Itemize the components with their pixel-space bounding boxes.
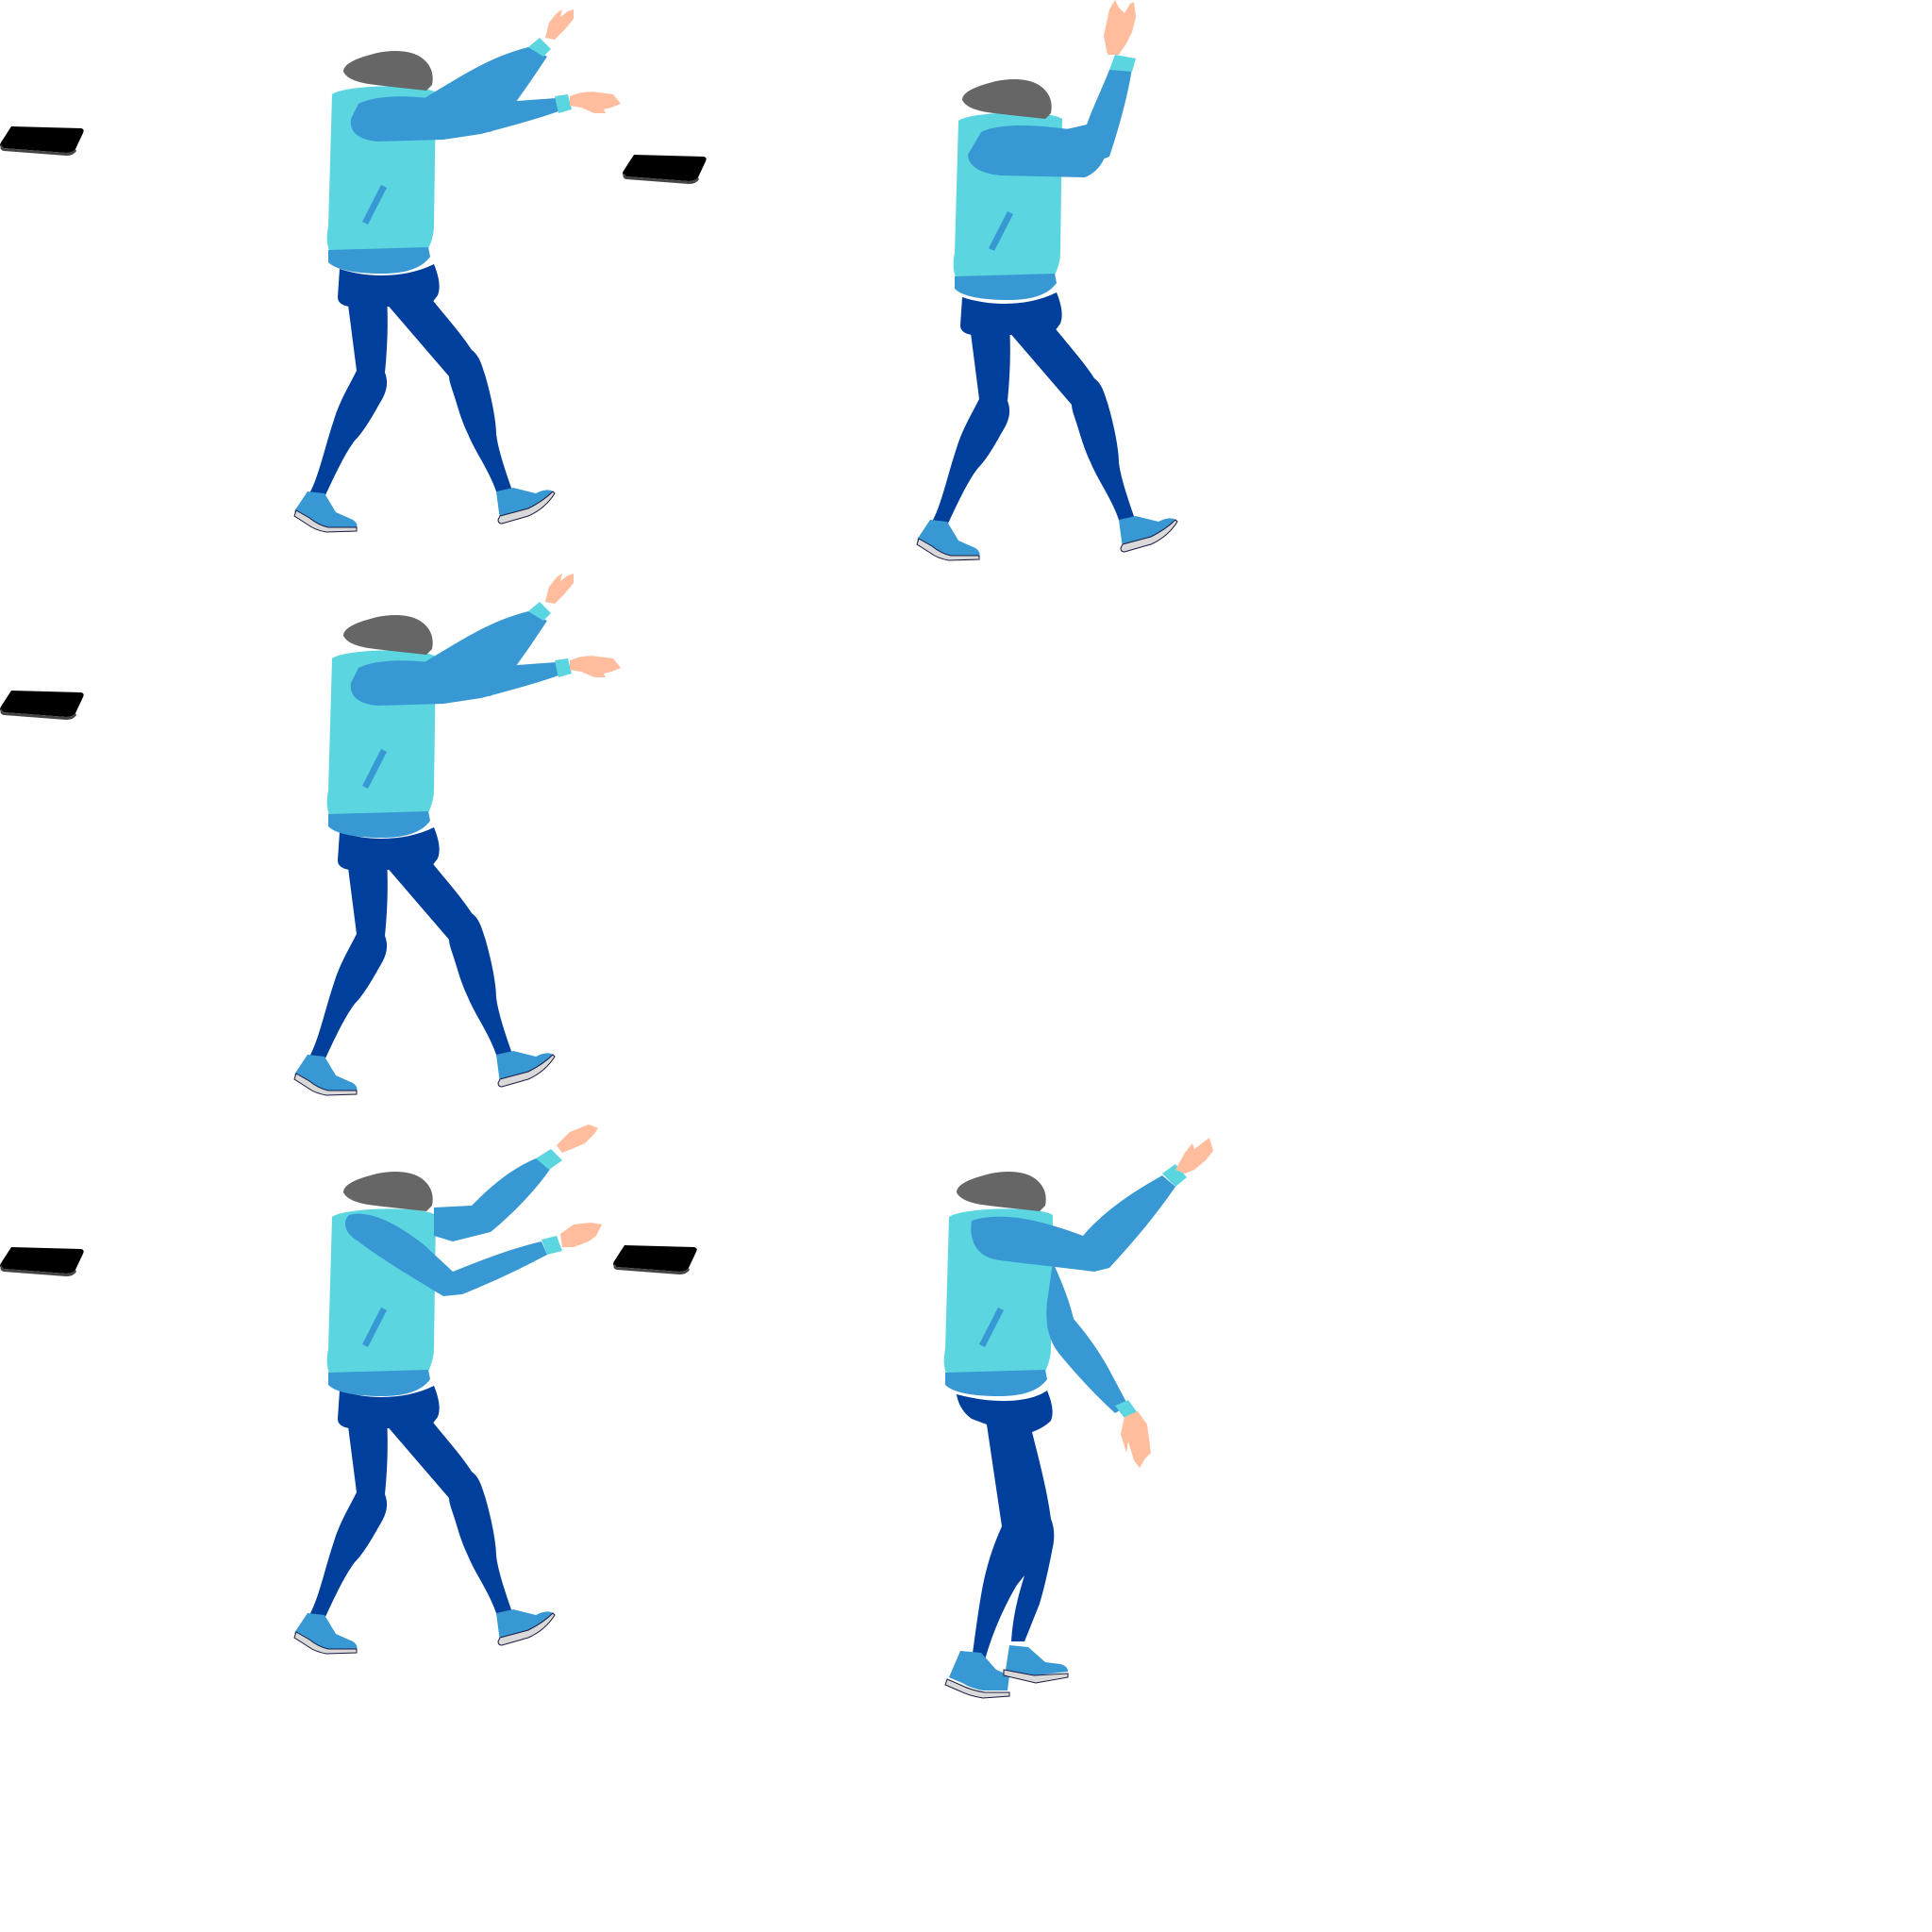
- character-hair: [343, 1172, 433, 1211]
- character-raised-arm: [971, 1175, 1175, 1272]
- character-back-arm: [434, 1158, 551, 1241]
- character-legs: [916, 291, 1178, 561]
- character-front-arm: [350, 660, 558, 706]
- character-front-arm: [344, 1213, 547, 1296]
- frame-5-wave: [943, 1138, 1213, 1699]
- phone-sprite: [613, 1245, 697, 1274]
- character-front-arm: [968, 125, 1106, 177]
- character-hair: [962, 79, 1052, 119]
- phone-sprite: [0, 126, 84, 156]
- character-down-arm: [1046, 1262, 1128, 1413]
- character-hair: [343, 615, 433, 655]
- character-legs: [957, 1391, 1055, 1660]
- character-legs: [293, 1385, 556, 1655]
- phone-sprite: [0, 1247, 84, 1276]
- frame-2-arm-raised: [916, 0, 1178, 561]
- frame-3-reach-forward: [0, 574, 621, 1096]
- character-hair: [343, 51, 433, 91]
- character-legs: [293, 826, 556, 1096]
- character-front-arm: [350, 96, 558, 142]
- character-legs: [293, 263, 556, 533]
- frame-4-catch: [0, 1124, 697, 1655]
- phone-sprite: [623, 155, 707, 184]
- character-hair: [957, 1172, 1046, 1211]
- frame-1-reach-forward: [0, 9, 707, 533]
- phone-sprite: [0, 691, 84, 720]
